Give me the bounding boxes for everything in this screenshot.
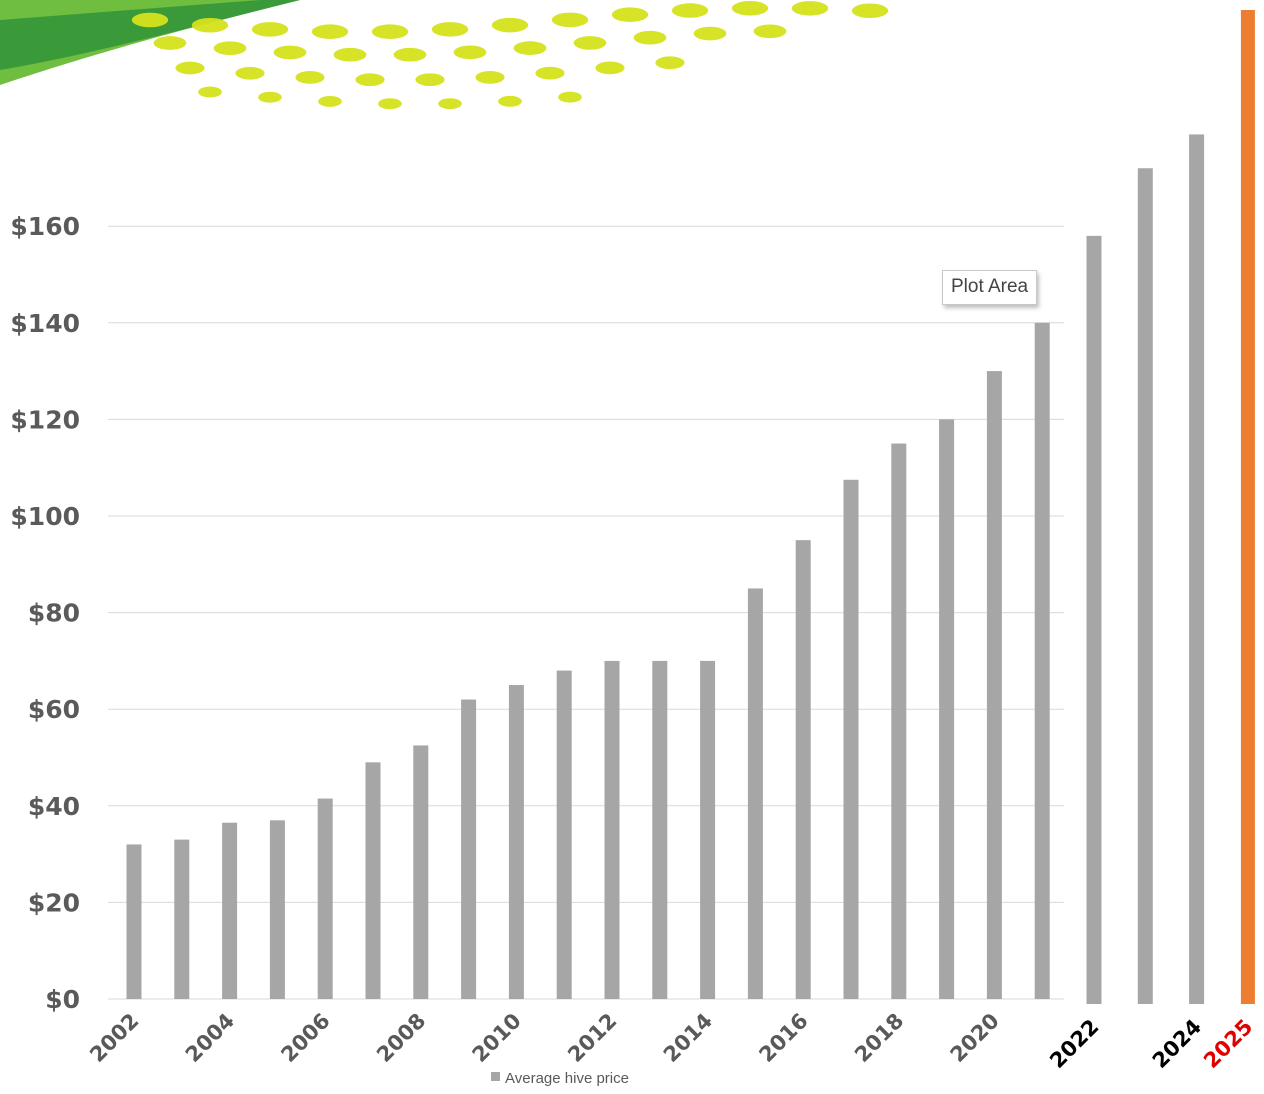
bar-2018 [891, 443, 907, 999]
y-tick-label: $160 [10, 212, 80, 241]
y-tick-label: $120 [10, 405, 80, 434]
y-tick-label: $100 [10, 502, 80, 531]
y-tick-label: $40 [28, 792, 80, 821]
x-tick-label: 2014 [659, 1009, 717, 1067]
bar-2004 [222, 822, 238, 999]
plot-area-tooltip: Plot Area [942, 270, 1038, 305]
y-tick-label: $80 [28, 599, 80, 628]
bar-2012 [604, 660, 620, 999]
bar-2013 [652, 660, 668, 999]
bar-2024 [1189, 134, 1205, 1004]
y-tick-label: $20 [28, 888, 80, 917]
bar-2011 [556, 670, 572, 999]
bar-2014 [700, 660, 716, 999]
bar-2022 [1086, 235, 1102, 1005]
y-tick-label: $0 [45, 985, 80, 1014]
bar-2019 [939, 419, 955, 999]
x-tick-label: 2022 [1045, 1015, 1103, 1073]
x-tick-label: 2016 [754, 1009, 812, 1067]
gridlines [108, 225, 1064, 1000]
bar-2005 [269, 820, 285, 999]
x-tick-label: 2010 [468, 1009, 526, 1067]
bar-2006 [317, 798, 333, 999]
bar-2008 [413, 745, 429, 999]
x-tick-label: 2002 [85, 1009, 143, 1067]
bar-2010 [508, 685, 524, 999]
bar-2003 [174, 839, 190, 999]
bar-2017 [843, 479, 859, 999]
y-axis: $0 $20 $40 $60 $80 $100 $120 $140 $160 [10, 212, 80, 1014]
x-tick-label: 2004 [181, 1009, 239, 1067]
bar-2023 [1137, 168, 1153, 1005]
bar-2020 [986, 371, 1002, 1000]
x-tick-label: 2024 [1148, 1015, 1206, 1073]
x-tick-label: 2008 [372, 1009, 430, 1067]
x-tick-label: 2012 [563, 1009, 621, 1067]
bar-2007 [365, 762, 381, 999]
x-tick-label: 2020 [946, 1009, 1004, 1067]
y-tick-label: $60 [28, 695, 80, 724]
bars [126, 10, 1255, 1005]
bar-2025 [1240, 10, 1255, 1004]
bar-2021 [1034, 322, 1050, 999]
legend-label: Average hive price [505, 1070, 629, 1087]
x-tick-label: 2018 [850, 1009, 908, 1067]
banner-graphic [0, 0, 889, 110]
legend-swatch [491, 1072, 500, 1081]
bar-2015 [747, 588, 763, 999]
bar-2016 [795, 540, 811, 999]
bar-2002 [126, 844, 142, 999]
y-tick-label: $140 [10, 309, 80, 338]
x-axis: 2002 2004 2006 2008 2010 2012 2014 2016 2018 2020… [85, 1009, 1257, 1073]
bar-2009 [461, 699, 477, 999]
legend: Average hive price [491, 1070, 629, 1087]
x-tick-label: 2006 [276, 1009, 334, 1067]
x-tick-label: 2025 [1199, 1015, 1257, 1073]
